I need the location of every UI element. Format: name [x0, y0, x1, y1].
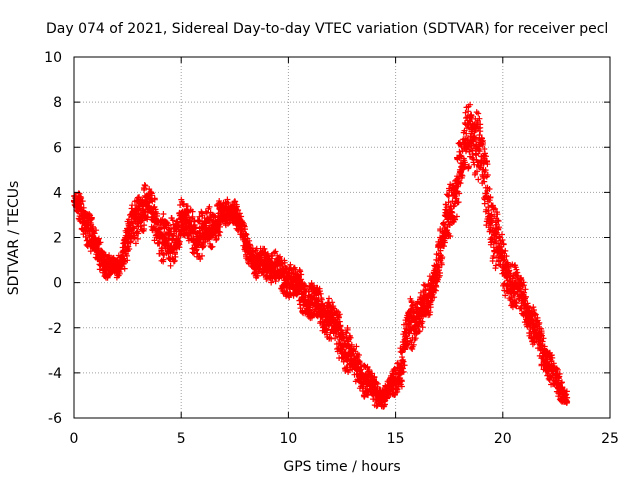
data-point [371, 387, 378, 394]
data-point [435, 257, 442, 264]
y-tick-label: 2 [53, 231, 62, 247]
data-point [178, 216, 185, 223]
data-point [221, 211, 228, 218]
data-point [103, 261, 110, 268]
y-tick-label: -4 [48, 366, 62, 382]
data-point [146, 202, 153, 209]
data-point [446, 211, 453, 218]
data-point [456, 166, 463, 173]
data-point [424, 302, 431, 309]
data-point [339, 336, 345, 343]
data-point [499, 261, 506, 268]
data-point [263, 259, 270, 266]
data-point [124, 239, 131, 246]
y-tick-label: -6 [48, 411, 62, 427]
data-point [188, 227, 195, 234]
data-point [360, 374, 367, 381]
y-tick-label: 10 [44, 50, 62, 66]
data-point [156, 229, 163, 236]
x-tick-label: 0 [70, 431, 79, 447]
data-point [414, 308, 421, 315]
data-point [405, 329, 412, 336]
data-point [467, 121, 474, 128]
data-point [306, 297, 313, 304]
data-point [489, 218, 496, 225]
data-point [381, 394, 388, 401]
data-series [71, 101, 571, 410]
axis-ticks: 0 5 10 15 20 25 -6 -4 -2 0 2 4 6 8 10 [44, 50, 619, 447]
data-point [135, 207, 142, 214]
x-tick-label: 20 [494, 431, 512, 447]
y-tick-label: 4 [53, 185, 62, 201]
data-point [521, 297, 528, 304]
data-point [92, 243, 99, 250]
y-axis-label: SDTVAR / TECUs [6, 181, 22, 296]
x-tick-label: 25 [601, 431, 619, 447]
data-point [317, 306, 324, 313]
data-points-cloud [71, 101, 571, 410]
data-point [399, 354, 406, 361]
x-tick-label: 5 [177, 431, 186, 447]
data-point [253, 261, 260, 268]
data-point [564, 394, 571, 401]
x-tick-label: 10 [279, 431, 297, 447]
data-point [542, 354, 549, 361]
data-point [392, 376, 399, 383]
y-tick-label: 0 [53, 276, 62, 292]
data-point [478, 157, 485, 164]
data-point [83, 220, 90, 227]
chart-title: Day 074 of 2021, Sidereal Day-to-day VTE… [46, 21, 608, 37]
y-tick-label: 8 [53, 95, 62, 111]
data-point [531, 327, 538, 334]
data-point [296, 286, 303, 293]
data-point [77, 205, 84, 212]
data-point [167, 243, 174, 250]
data-point [328, 317, 335, 324]
data-point [349, 358, 356, 365]
data-point [274, 268, 281, 275]
data-point [285, 275, 292, 282]
x-axis-label: GPS time / hours [283, 459, 400, 475]
x-tick-label: 15 [387, 431, 405, 447]
data-point [510, 284, 517, 291]
y-tick-label: 6 [53, 140, 62, 156]
data-point [553, 378, 560, 385]
data-point [199, 234, 206, 241]
data-point [210, 220, 217, 227]
y-tick-label: -2 [48, 321, 62, 337]
data-point [242, 239, 249, 246]
data-point [231, 207, 238, 214]
data-point [113, 266, 120, 273]
